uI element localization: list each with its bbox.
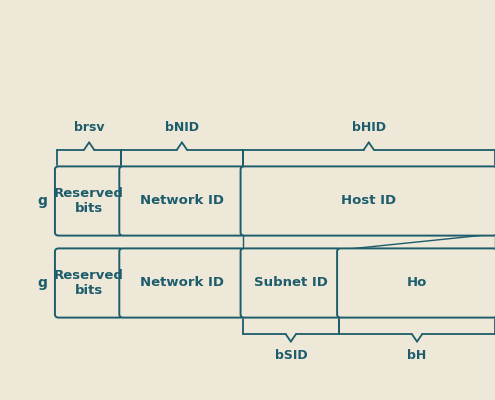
FancyBboxPatch shape [337, 248, 495, 318]
Text: bNID: bNID [165, 120, 199, 134]
Text: g: g [37, 276, 47, 290]
Text: Reserved
bits: Reserved bits [54, 187, 124, 215]
Text: Ho: Ho [407, 276, 427, 290]
Text: Host ID: Host ID [341, 194, 396, 208]
Text: bH: bH [407, 349, 427, 362]
FancyBboxPatch shape [55, 166, 123, 236]
FancyBboxPatch shape [241, 166, 495, 236]
Text: Network ID: Network ID [140, 194, 224, 208]
Text: Subnet ID: Subnet ID [254, 276, 328, 290]
Text: brsv: brsv [74, 120, 104, 134]
Text: Reserved
bits: Reserved bits [54, 269, 124, 297]
FancyBboxPatch shape [55, 248, 123, 318]
Text: g: g [37, 194, 47, 208]
Text: Network ID: Network ID [140, 276, 224, 290]
FancyBboxPatch shape [119, 166, 245, 236]
FancyBboxPatch shape [241, 248, 341, 318]
Text: bHID: bHID [352, 120, 386, 134]
Text: bSID: bSID [275, 349, 307, 362]
FancyBboxPatch shape [119, 248, 245, 318]
